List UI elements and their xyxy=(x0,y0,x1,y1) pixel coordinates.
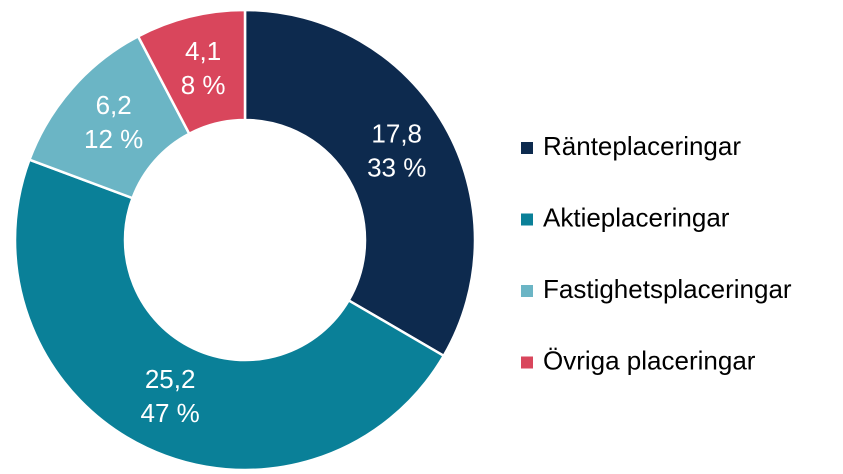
legend-marker xyxy=(521,356,533,369)
percent-label: 47 % xyxy=(141,398,200,428)
donut-slice xyxy=(243,8,477,358)
legend-label: Aktieplaceringar xyxy=(543,202,730,232)
percent-label: 8 % xyxy=(181,70,226,100)
percent-label: 33 % xyxy=(367,153,426,183)
donut-slice xyxy=(13,158,446,472)
legend-label: Fastighetsplaceringar xyxy=(543,274,792,304)
donut-slice xyxy=(136,8,247,136)
legend-marker xyxy=(521,285,533,297)
value-label: 6,2 xyxy=(96,90,132,120)
value-label: 25,2 xyxy=(145,364,196,394)
percent-label: 12 % xyxy=(84,124,143,154)
value-label: 4,1 xyxy=(185,36,221,66)
legend-label: Ränteplaceringar xyxy=(543,131,741,161)
legend-marker xyxy=(521,213,533,226)
legend-marker xyxy=(521,142,533,154)
value-label: 17,8 xyxy=(371,119,422,149)
legend-label: Övriga placeringar xyxy=(543,345,756,375)
